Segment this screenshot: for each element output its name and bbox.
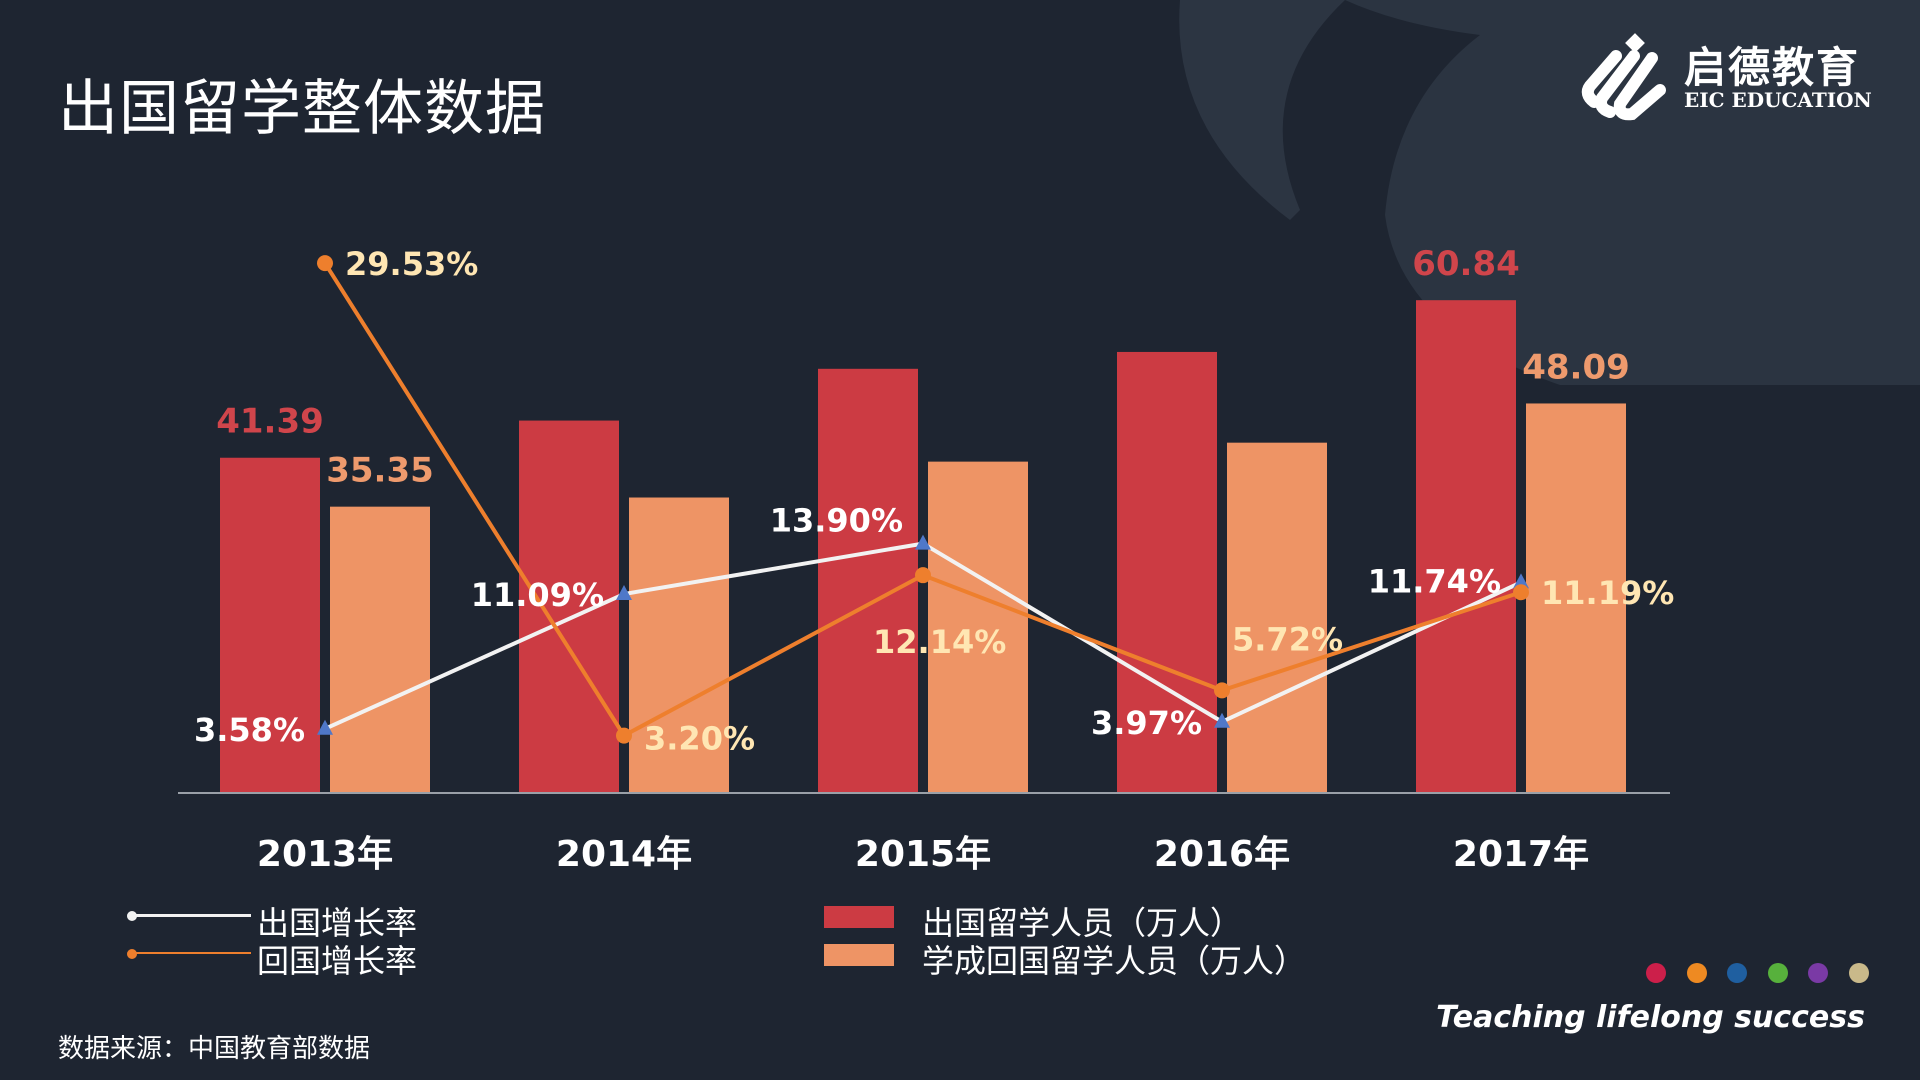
rate-label-outbound: 3.97% bbox=[1091, 704, 1202, 742]
bar bbox=[629, 497, 729, 793]
brand-dot bbox=[1848, 963, 1869, 983]
page-title: 出国留学整体数据 bbox=[58, 74, 546, 144]
bar-value-label: 35.35 bbox=[326, 451, 434, 491]
legend-outbound-people-swatch bbox=[824, 906, 894, 928]
brand-logo: 启德教育 EIC EDUCATION bbox=[1576, 28, 1876, 128]
tagline: Teaching lifelong success bbox=[1436, 1000, 1865, 1035]
legend-returned-rate-label: 回国增长率 bbox=[257, 942, 418, 980]
point-marker-outbound-rate bbox=[1214, 712, 1230, 728]
rate-label-outbound: 3.58% bbox=[194, 711, 305, 749]
brand-name: 启德教育 bbox=[1684, 43, 1861, 92]
rate-label-returned: 3.20% bbox=[644, 720, 755, 758]
point-marker-returned-rate bbox=[616, 727, 632, 744]
bar bbox=[1526, 403, 1626, 793]
x-tick-label: 2016年 bbox=[1154, 834, 1290, 875]
brand-dot bbox=[1686, 963, 1707, 983]
bar bbox=[330, 506, 430, 793]
rate-label-returned: 29.53% bbox=[345, 245, 478, 283]
point-marker-returned-rate bbox=[1214, 682, 1230, 699]
point-marker-outbound-rate bbox=[616, 585, 632, 601]
brand-dot bbox=[1808, 963, 1828, 983]
rate-label-returned: 12.14% bbox=[873, 623, 1006, 661]
point-marker-outbound-rate bbox=[915, 534, 931, 550]
brand-dot bbox=[1646, 963, 1666, 983]
legend-outbound-people-label: 出国留学人员（万人） bbox=[922, 904, 1243, 942]
legend-outbound-rate-line bbox=[131, 914, 251, 917]
x-tick-label: 2017年 bbox=[1453, 834, 1589, 875]
brand-name-en: EIC EDUCATION bbox=[1684, 88, 1872, 112]
rate-label-returned: 5.72% bbox=[1232, 620, 1343, 658]
legend-returned-rate-marker bbox=[127, 949, 137, 959]
rate-label-outbound: 11.74% bbox=[1368, 562, 1501, 600]
point-marker-returned-rate bbox=[317, 255, 333, 272]
brand-dot bbox=[1767, 963, 1788, 983]
bar-value-label: 48.09 bbox=[1522, 347, 1630, 387]
bar bbox=[1227, 442, 1327, 793]
legend-returned-rate-line bbox=[131, 952, 251, 954]
data-source: 数据来源：中国教育部数据 bbox=[58, 1034, 371, 1064]
x-tick-label: 2013年 bbox=[257, 834, 393, 875]
bar-value-label: 60.84 bbox=[1412, 244, 1520, 284]
legend-returned-people-label: 学成回国留学人员（万人） bbox=[922, 942, 1307, 980]
bar bbox=[1117, 351, 1217, 793]
bar-value-label: 41.39 bbox=[216, 402, 324, 442]
point-marker-returned-rate bbox=[915, 567, 931, 584]
x-tick-label: 2014年 bbox=[556, 834, 692, 875]
bar bbox=[928, 461, 1028, 793]
x-tick-label: 2015年 bbox=[855, 834, 991, 875]
legend-outbound-rate-label: 出国增长率 bbox=[257, 904, 418, 942]
bar bbox=[220, 457, 320, 793]
eic-logo-icon bbox=[1581, 33, 1666, 121]
bar bbox=[818, 368, 918, 793]
point-marker-outbound-rate bbox=[1513, 573, 1529, 589]
brand-dot bbox=[1727, 963, 1747, 983]
bar bbox=[1416, 300, 1516, 793]
legend-returned-people-swatch bbox=[824, 944, 894, 966]
rate-label-returned: 11.19% bbox=[1541, 574, 1674, 612]
brand-dots bbox=[1646, 963, 1876, 983]
point-marker-returned-rate bbox=[1513, 584, 1529, 601]
rate-label-outbound: 13.90% bbox=[770, 502, 903, 540]
point-marker-outbound-rate bbox=[317, 719, 333, 735]
bar bbox=[519, 420, 619, 793]
rate-label-outbound: 11.09% bbox=[471, 576, 604, 614]
